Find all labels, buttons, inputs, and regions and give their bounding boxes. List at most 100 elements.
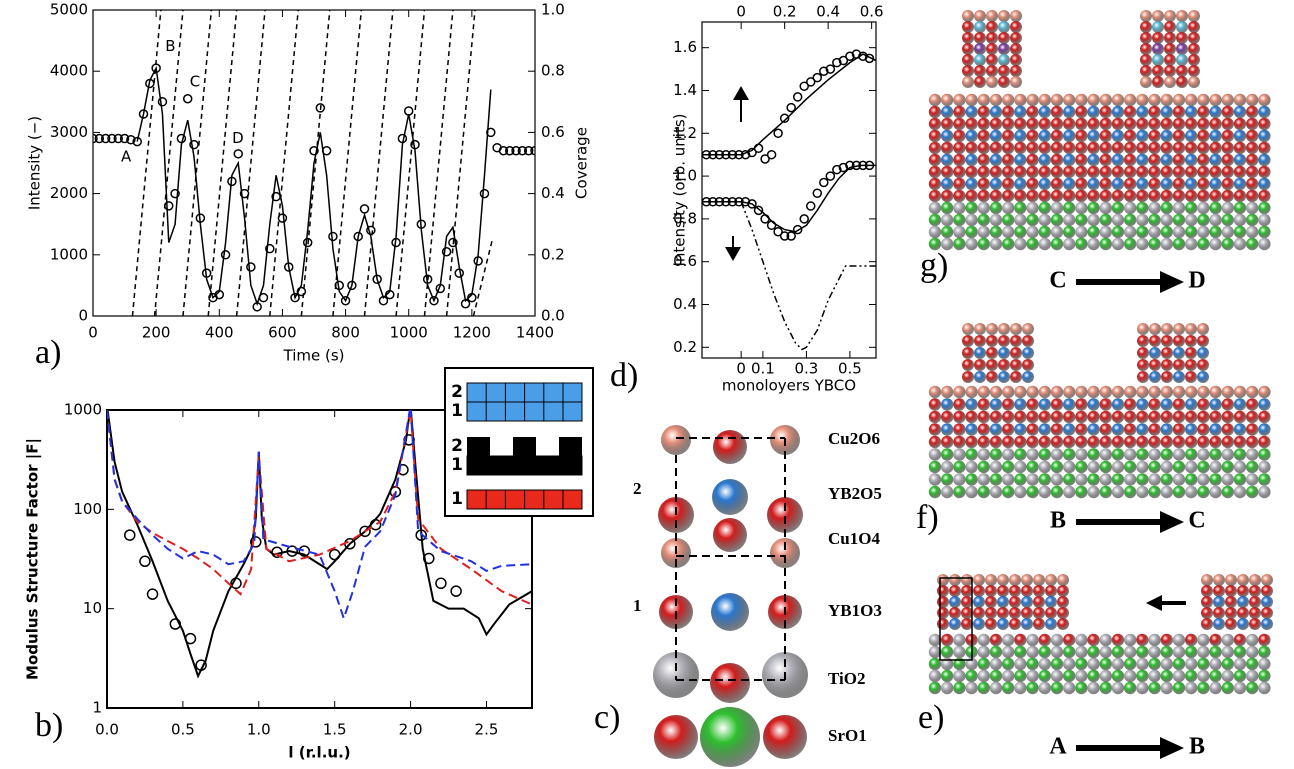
atom: [1111, 473, 1125, 486]
atom: [1050, 435, 1064, 449]
atom: [1249, 574, 1261, 586]
atom: [1197, 153, 1210, 167]
atom: [977, 657, 990, 671]
atom: [1213, 596, 1225, 608]
atom: [1261, 585, 1273, 597]
atom: [1209, 237, 1222, 251]
atom: [1197, 435, 1210, 449]
atom: [1137, 371, 1149, 383]
atom: [928, 645, 942, 659]
atom: [1002, 213, 1015, 227]
atom: [1148, 681, 1161, 695]
atom: [989, 435, 1003, 449]
atom: [986, 347, 998, 359]
atom: [1209, 657, 1222, 671]
atom: [1148, 485, 1161, 499]
state-label: A: [1049, 734, 1067, 760]
atom: [1063, 645, 1076, 659]
x-tick-label: 0.5: [171, 721, 195, 739]
atom: [1038, 657, 1052, 671]
atom: [1140, 21, 1152, 33]
atom: [1050, 225, 1064, 239]
atom: [1087, 117, 1100, 131]
atom: [1136, 398, 1149, 411]
atom: [928, 435, 942, 449]
atom: [1160, 93, 1174, 107]
atom: [1136, 657, 1149, 671]
atom: [941, 645, 954, 659]
atom: [1063, 165, 1076, 179]
atom: [1124, 225, 1137, 239]
atom: [949, 574, 961, 586]
atom: [1148, 435, 1161, 449]
atom: [1124, 201, 1137, 215]
atom: [1075, 681, 1088, 695]
highlight-box: [939, 577, 973, 661]
atom: [977, 153, 990, 167]
atom: [998, 10, 1010, 22]
atom: [1050, 385, 1064, 399]
atom: [1111, 165, 1125, 179]
data-point: [164, 201, 174, 211]
data-line: [182, 10, 213, 316]
atom: [1176, 32, 1188, 44]
atom: [1140, 32, 1152, 44]
atom: [1002, 410, 1015, 424]
atom: [1063, 669, 1076, 683]
atom: [1258, 669, 1271, 683]
atom: [1038, 129, 1052, 143]
atom: [1209, 201, 1222, 215]
atom: [1172, 105, 1186, 119]
atom: [1045, 596, 1057, 608]
data-point: [799, 81, 809, 91]
data-point: [819, 177, 829, 188]
atom: [1185, 460, 1198, 474]
atom: [1075, 177, 1088, 191]
atom: [1185, 657, 1198, 671]
atom: [1063, 435, 1076, 449]
atom: [1038, 237, 1052, 251]
atom: [989, 153, 1003, 167]
atom: [1026, 435, 1039, 449]
atom: [1221, 645, 1235, 659]
atom: [1124, 473, 1137, 486]
atom: [941, 105, 954, 119]
atom: [974, 371, 986, 383]
atom: [1160, 237, 1174, 251]
atom: [1002, 473, 1015, 486]
atom: [1099, 448, 1113, 461]
atom: [953, 153, 966, 167]
atom: [1160, 398, 1174, 411]
atom: [974, 76, 986, 88]
atom: [1002, 398, 1015, 411]
data-point: [498, 146, 509, 156]
atom: [1221, 473, 1235, 486]
atom: [1261, 607, 1273, 619]
atom: [1261, 618, 1273, 630]
state-label: C: [1049, 268, 1066, 294]
atom: [1148, 460, 1161, 474]
data-point: [479, 188, 490, 199]
plot-frame: [106, 409, 533, 709]
atom: [989, 141, 1003, 155]
atom: [1221, 141, 1235, 155]
atom: [1099, 633, 1113, 647]
atom: [989, 398, 1003, 411]
atom: [1136, 189, 1149, 203]
atom: [928, 237, 942, 251]
atom: [1111, 460, 1125, 474]
atom: [977, 213, 990, 227]
atom: [1038, 153, 1052, 167]
atom: [1075, 485, 1088, 499]
atom: [1075, 237, 1088, 251]
atom: [928, 460, 942, 474]
atom: [1172, 129, 1186, 143]
y-axis-label: Intensity (−): [26, 116, 44, 210]
atom: [1258, 460, 1271, 474]
atom: [1221, 153, 1235, 167]
atom: [1160, 385, 1174, 399]
atom: [1201, 607, 1213, 619]
atom: [1026, 117, 1039, 131]
atom: [1063, 385, 1076, 399]
atom: [1233, 385, 1247, 399]
